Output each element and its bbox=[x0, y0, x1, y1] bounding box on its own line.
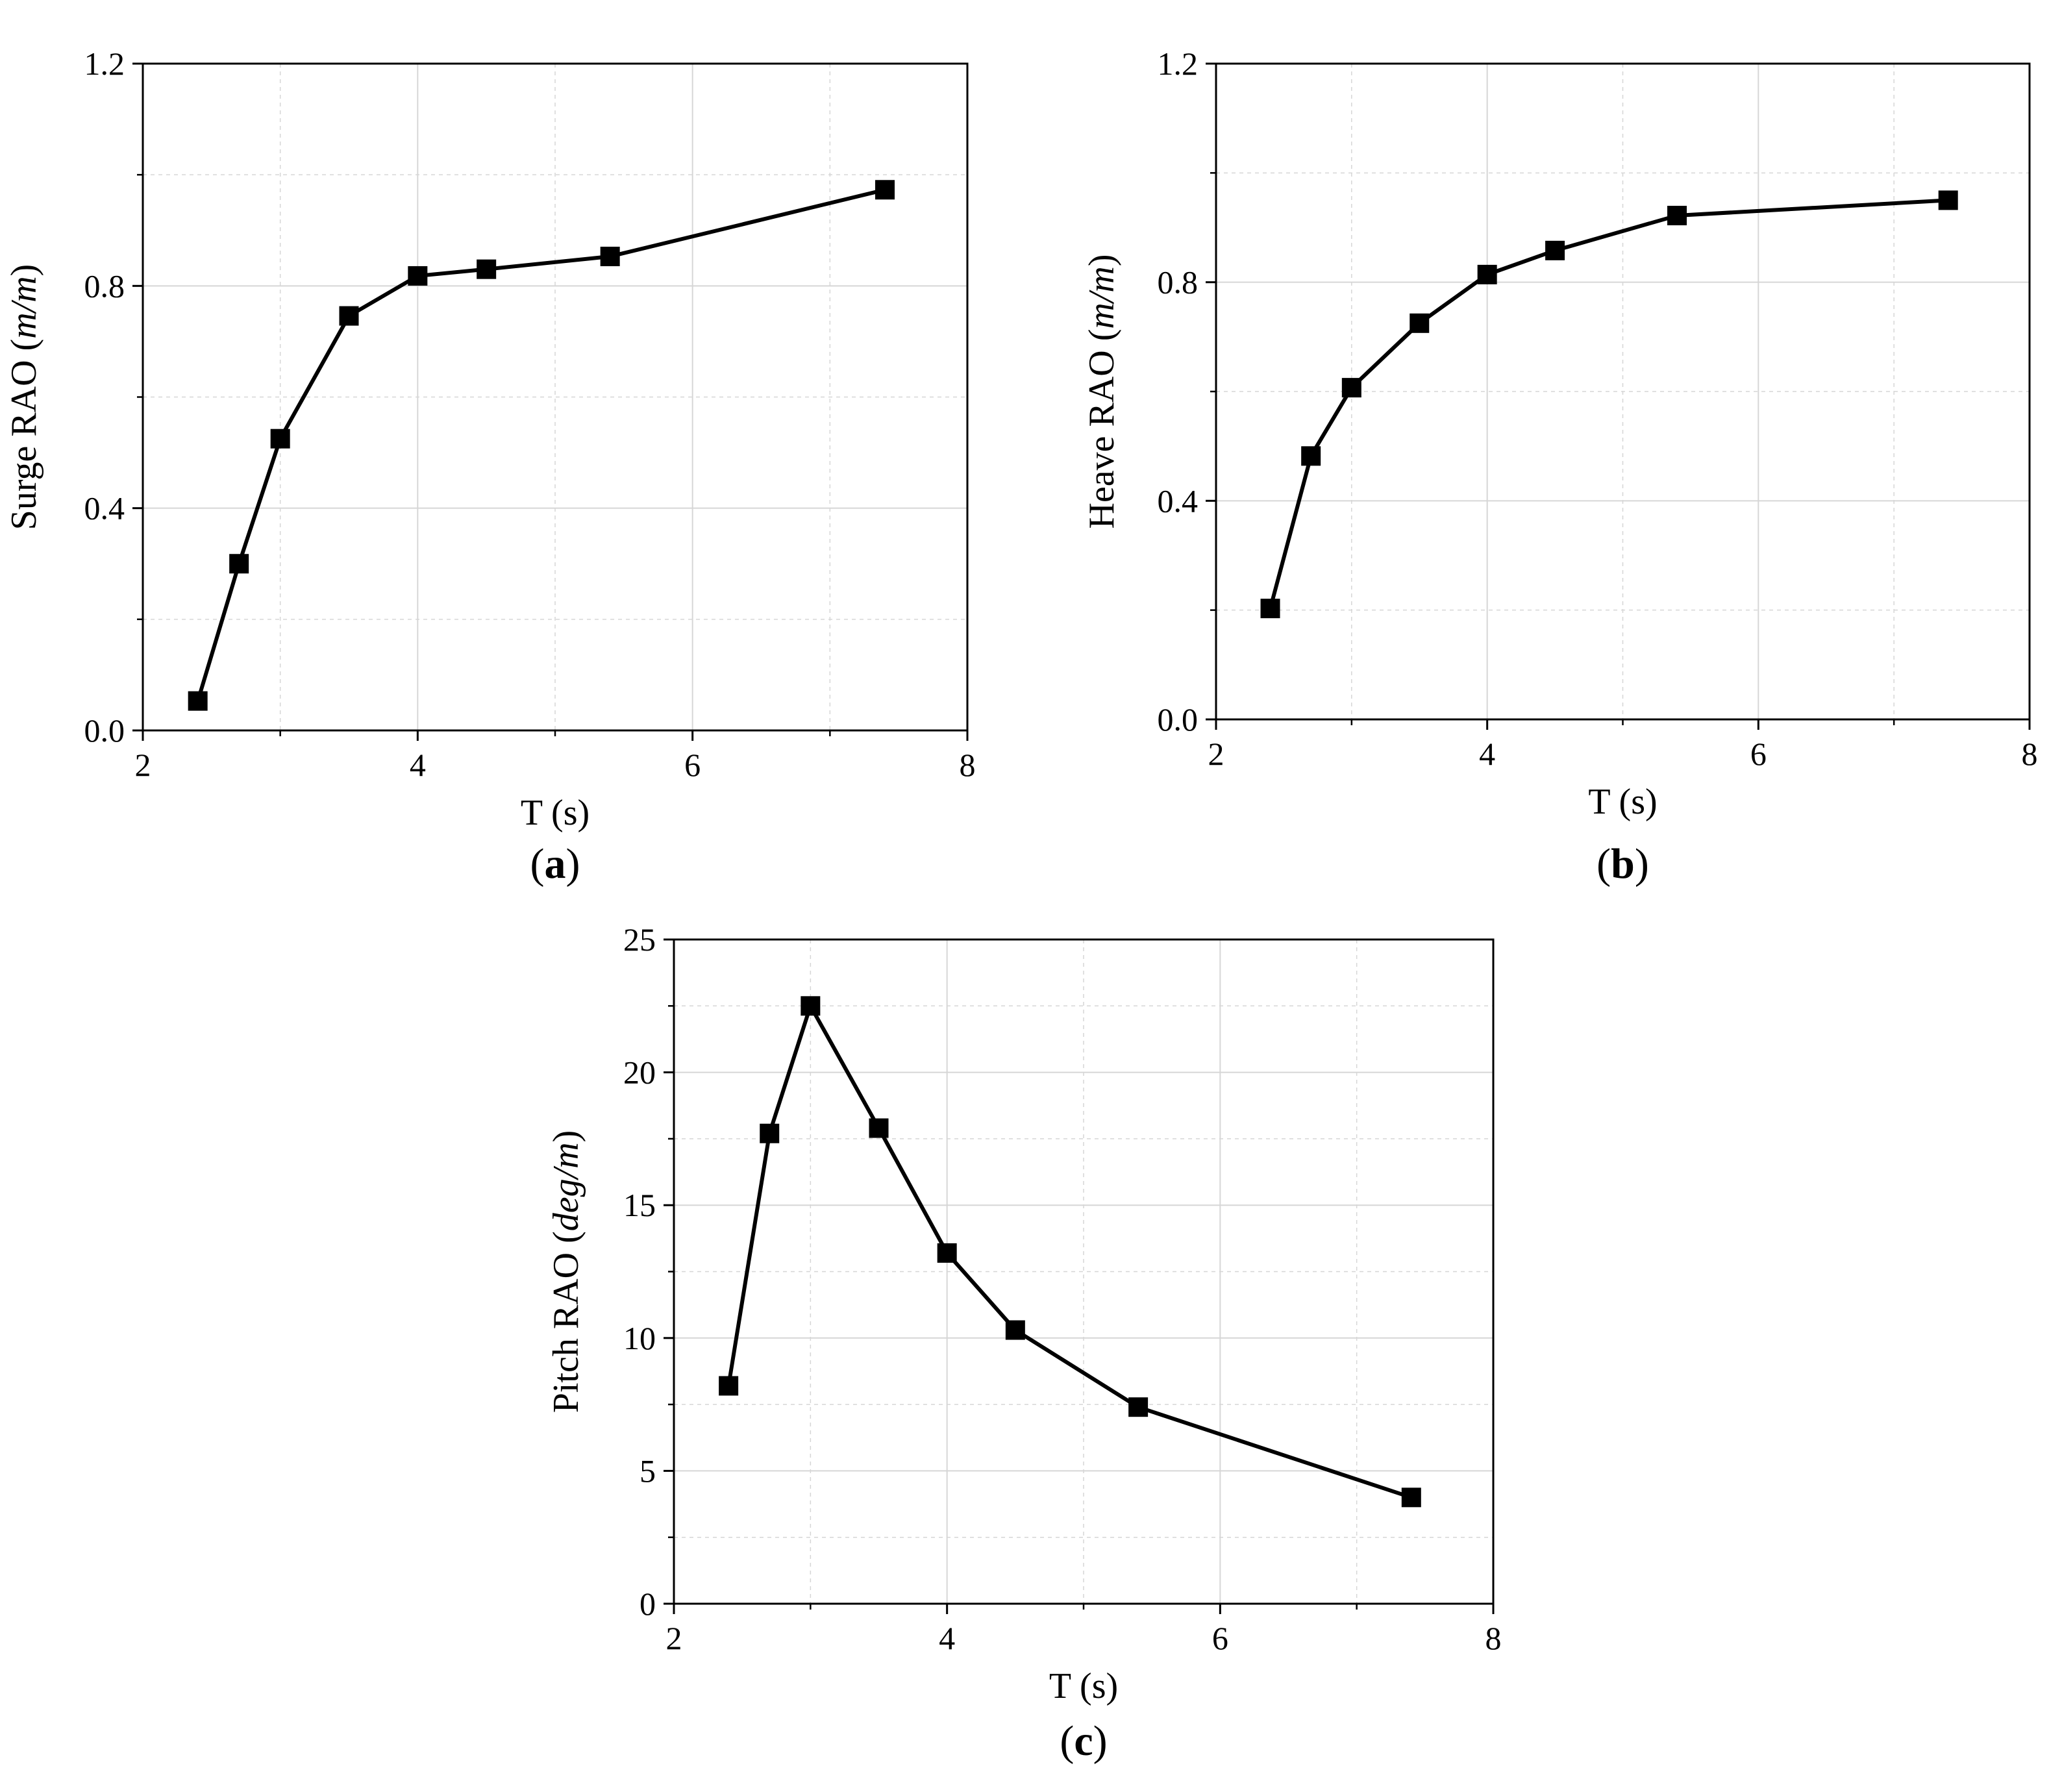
data-point-marker bbox=[1301, 446, 1321, 466]
data-point-marker bbox=[875, 180, 895, 200]
x-tick-label: 4 bbox=[1479, 736, 1495, 772]
panel-label-letter: b bbox=[1611, 840, 1635, 888]
panel-label: (c) bbox=[1060, 1717, 1107, 1765]
y-tick-label: 20 bbox=[623, 1054, 656, 1091]
data-point-marker bbox=[600, 246, 620, 266]
y-axis-title-suffix: ) bbox=[4, 264, 44, 277]
x-tick-label: 2 bbox=[666, 1620, 682, 1656]
y-axis-title-suffix: ) bbox=[546, 1130, 586, 1143]
y-tick-label: 0 bbox=[640, 1586, 656, 1622]
y-axis-title: Surge RAO (m/m) bbox=[4, 264, 44, 530]
y-tick-label: 1.2 bbox=[84, 45, 125, 82]
y-tick-label: 0.4 bbox=[84, 490, 125, 527]
y-axis-title-prefix: Heave RAO ( bbox=[1082, 329, 1122, 529]
y-axis-title-prefix: Pitch RAO ( bbox=[546, 1231, 586, 1413]
panel-label-letter: a bbox=[545, 840, 566, 888]
y-tick-label: 0.8 bbox=[84, 268, 125, 304]
series-line bbox=[195, 188, 886, 702]
y-axis-title-unit: m/m bbox=[1082, 266, 1122, 329]
data-point-marker bbox=[1667, 205, 1687, 225]
data-point-marker bbox=[1128, 1397, 1149, 1417]
data-point-marker bbox=[760, 1123, 780, 1143]
x-tick-label: 6 bbox=[1212, 1620, 1228, 1656]
data-point-marker bbox=[1410, 313, 1430, 333]
x-tick-label: 6 bbox=[1750, 736, 1767, 772]
y-tick-label: 1.2 bbox=[1158, 45, 1199, 82]
y-axis-title: Pitch RAO (deg/m) bbox=[546, 1130, 586, 1413]
x-tick-label: 4 bbox=[939, 1620, 955, 1656]
y-axis-title: Heave RAO (m/m) bbox=[1082, 255, 1122, 529]
panel-b-heave-rao: 2 4 6 80.00.40.81.2T (s)Heave RAO (m/m)(b) bbox=[1082, 45, 2038, 888]
x-tick-label: 8 bbox=[1485, 1620, 1502, 1656]
y-axis-title-prefix: Surge RAO ( bbox=[4, 339, 44, 530]
x-axis-title: T (s) bbox=[1588, 782, 1657, 822]
x-tick-label: 4 bbox=[410, 747, 426, 783]
x-tick-label: 2 bbox=[135, 747, 151, 783]
y-tick-label: 0.4 bbox=[1158, 482, 1199, 519]
data-point-marker bbox=[1938, 190, 1958, 210]
data-point-marker bbox=[339, 306, 359, 326]
data-point-marker bbox=[1260, 599, 1280, 619]
data-point-marker bbox=[719, 1376, 739, 1396]
x-tick-label: 6 bbox=[684, 747, 701, 783]
y-tick-label: 15 bbox=[623, 1187, 656, 1223]
data-point-marker bbox=[1341, 378, 1361, 398]
data-point-marker bbox=[408, 266, 428, 286]
panel-label: (b) bbox=[1596, 840, 1649, 888]
data-point-marker bbox=[1401, 1487, 1421, 1508]
x-axis-title: T (s) bbox=[1049, 1666, 1118, 1706]
y-tick-label: 0.8 bbox=[1158, 264, 1199, 301]
panel-label-close: ) bbox=[1635, 840, 1649, 888]
panel-label-close: ) bbox=[1093, 1717, 1108, 1765]
data-point-marker bbox=[869, 1118, 889, 1138]
panel-label-open: ( bbox=[1596, 840, 1611, 888]
series-line bbox=[727, 1004, 1412, 1500]
panel-label-letter: c bbox=[1074, 1717, 1093, 1765]
y-tick-label: 10 bbox=[623, 1320, 656, 1356]
data-point-marker bbox=[801, 996, 821, 1016]
data-point-marker bbox=[188, 691, 208, 711]
y-tick-label: 5 bbox=[640, 1452, 656, 1489]
y-tick-label: 0.0 bbox=[84, 712, 125, 749]
data-point-marker bbox=[229, 554, 249, 574]
series-line bbox=[1268, 198, 1948, 609]
data-point-marker bbox=[1477, 264, 1497, 284]
y-axis-title-suffix: ) bbox=[1082, 255, 1122, 267]
y-axis-title-unit: deg/m bbox=[546, 1142, 586, 1231]
panel-label-close: ) bbox=[566, 840, 580, 888]
x-tick-label: 8 bbox=[2022, 736, 2038, 772]
plot-frame bbox=[142, 62, 969, 732]
data-point-marker bbox=[937, 1243, 957, 1263]
panel-label-open: ( bbox=[530, 840, 545, 888]
data-point-marker bbox=[1545, 240, 1565, 260]
y-tick-label: 25 bbox=[623, 921, 656, 958]
data-point-marker bbox=[1005, 1320, 1025, 1340]
panel-label: (a) bbox=[530, 840, 580, 888]
data-point-marker bbox=[477, 259, 497, 279]
y-axis-title-unit: m/m bbox=[4, 276, 44, 338]
panel-label-open: ( bbox=[1060, 1717, 1074, 1765]
y-tick-label: 0.0 bbox=[1158, 701, 1199, 738]
x-tick-label: 2 bbox=[1208, 736, 1224, 772]
x-axis-title: T (s) bbox=[521, 793, 590, 833]
panel-a-surge-rao: 2 4 6 80.00.40.81.2T (s)Surge RAO (m/m)(a) bbox=[4, 45, 976, 888]
x-tick-label: 8 bbox=[960, 747, 976, 783]
data-point-marker bbox=[270, 429, 290, 449]
